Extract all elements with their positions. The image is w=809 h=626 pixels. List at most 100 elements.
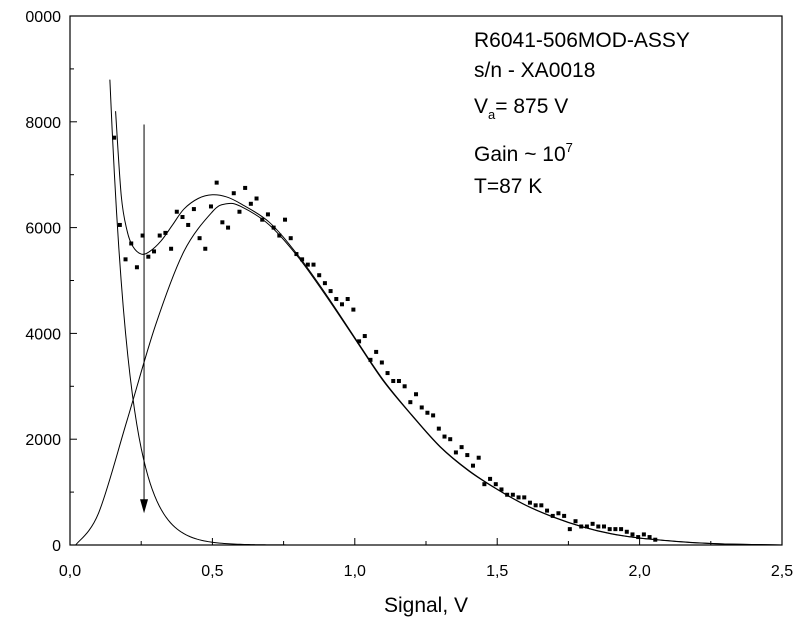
data-point — [590, 521, 595, 526]
x-tick-label: 2,0 — [628, 563, 650, 580]
data-point — [288, 236, 293, 241]
data-point — [322, 281, 327, 286]
data-point — [169, 246, 174, 251]
exponential-fit-curve — [109, 79, 782, 545]
data-point — [510, 492, 515, 497]
annotation-serial: s/n - XA0018 — [474, 59, 595, 82]
data-point — [396, 379, 401, 384]
data-point — [482, 482, 487, 487]
signal-fit-curve — [75, 202, 782, 545]
data-point — [459, 445, 464, 450]
data-point — [157, 233, 162, 238]
x-tick-label: 0,5 — [201, 563, 223, 580]
data-point — [351, 307, 356, 312]
annotation-gain-base: Gain ~ 10 — [474, 143, 566, 166]
data-point — [573, 519, 578, 524]
data-point — [630, 532, 635, 537]
data-point — [226, 225, 231, 230]
y-tick-label: 8000 — [25, 115, 61, 132]
data-point — [414, 392, 419, 397]
data-point — [499, 487, 504, 492]
data-point — [180, 215, 185, 220]
data-point — [613, 527, 618, 532]
data-point — [214, 180, 219, 185]
data-point — [117, 222, 122, 227]
y-tick-label: 0000 — [25, 9, 61, 26]
data-point — [431, 413, 436, 418]
data-point — [562, 513, 567, 518]
data-point — [465, 453, 470, 458]
data-point — [641, 532, 646, 537]
data-point — [362, 334, 367, 339]
data-point — [260, 217, 265, 222]
total-fit-curve — [115, 111, 782, 545]
data-point — [112, 135, 117, 140]
data-point — [294, 252, 299, 257]
data-point — [550, 513, 555, 518]
x-tick-label: 1,0 — [344, 563, 366, 580]
data-point — [134, 265, 139, 270]
data-point — [328, 289, 333, 294]
data-point — [379, 360, 384, 365]
x-tick-label: 0,0 — [59, 563, 81, 580]
threshold-arrow-head — [140, 499, 149, 514]
data-point — [545, 508, 550, 513]
data-point — [522, 495, 527, 500]
data-point — [527, 500, 532, 505]
x-axis-title: Signal, V — [384, 594, 468, 617]
annotation-voltage-value: = 875 V — [495, 95, 568, 118]
data-point — [334, 297, 339, 302]
data-point — [243, 185, 248, 190]
data-point — [584, 524, 589, 529]
y-tick-label: 0 — [52, 538, 61, 555]
data-point — [163, 230, 168, 235]
x-tick-label: 2,5 — [771, 563, 793, 580]
data-point — [476, 455, 481, 460]
data-point — [231, 191, 236, 196]
data-point — [339, 302, 344, 307]
data-point — [220, 220, 225, 225]
data-point — [197, 236, 202, 241]
tick-labels: 0,0 0,5 1,0 1,5 2,0 2,5 0 2000 4000 6000 8000 0000 — [25, 9, 793, 580]
data-point — [516, 495, 521, 500]
data-point — [419, 405, 424, 410]
data-point — [385, 371, 390, 376]
data-point — [300, 257, 305, 262]
data-point — [436, 426, 441, 431]
data-point — [602, 524, 606, 529]
data-point — [619, 527, 624, 532]
annotation-block: R6041-506MOD-ASSY s/n - XA0018 Va= 875 V… — [474, 29, 690, 198]
data-point — [345, 297, 350, 302]
data-point — [146, 254, 151, 259]
data-point — [653, 537, 658, 542]
data-point — [374, 349, 379, 354]
data-point — [129, 241, 134, 246]
data-point — [237, 209, 242, 214]
data-point — [203, 246, 208, 251]
axis-ticks — [69, 15, 783, 546]
x-tick-label: 1,5 — [486, 563, 508, 580]
data-point — [539, 503, 544, 508]
data-point — [254, 196, 259, 201]
annotation-model: R6041-506MOD-ASSY — [474, 29, 690, 52]
data-point — [579, 524, 584, 529]
data-point — [174, 209, 179, 214]
data-point — [248, 201, 253, 206]
annotation-voltage: Va= 875 V — [474, 95, 568, 122]
data-point — [402, 384, 407, 389]
data-point — [493, 482, 498, 487]
annotation-voltage-subscript: a — [488, 107, 496, 122]
annotation-gain: Gain ~ 107 — [474, 140, 573, 166]
plot-area — [75, 79, 782, 545]
data-point — [607, 527, 612, 532]
data-point — [208, 204, 213, 209]
y-tick-label: 4000 — [25, 326, 61, 343]
data-point — [305, 262, 310, 267]
data-point — [277, 233, 282, 238]
data-point — [453, 450, 458, 455]
data-point — [357, 339, 362, 344]
data-point — [186, 222, 191, 227]
data-point — [408, 400, 413, 405]
plot-frame — [69, 15, 783, 546]
